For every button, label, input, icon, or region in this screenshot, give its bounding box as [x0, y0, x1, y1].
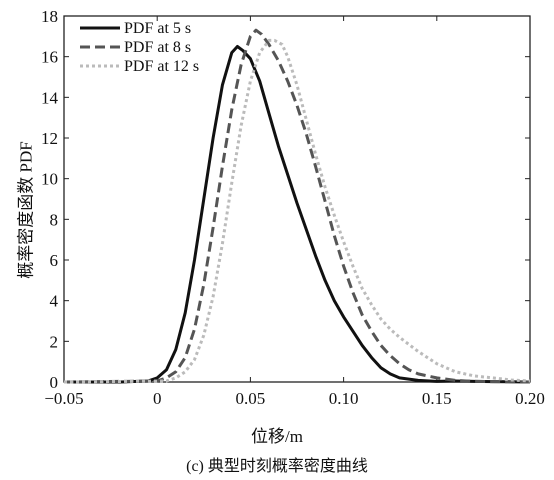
x-axis: −0.05 0 0.05 0.10 0.15 0.20	[44, 16, 545, 408]
x-axis-label: 位移/m	[251, 427, 303, 446]
legend-label-2: PDF at 8 s	[124, 39, 191, 56]
y-tick-label: 10	[41, 170, 58, 189]
y-axis: 0 2 4 6 8 10 12 14 16 18	[41, 7, 530, 392]
legend: PDF at 5 s PDF at 8 s PDF at 12 s	[80, 20, 199, 75]
x-tick-label: 0.15	[422, 389, 452, 408]
x-tick-label: 0.20	[515, 389, 545, 408]
y-tick-label: 16	[41, 48, 58, 67]
legend-label-3: PDF at 12 s	[124, 58, 199, 75]
series-layer	[63, 28, 531, 384]
y-tick-label: 14	[41, 88, 59, 107]
y-tick-label: 0	[50, 373, 59, 392]
legend-label-1: PDF at 5 s	[124, 20, 191, 37]
y-tick-label: 18	[41, 7, 58, 26]
y-tick-label: 4	[50, 292, 59, 311]
series-line-1	[64, 45, 531, 384]
y-axis-label: 概率密度函数 PDF	[16, 141, 36, 279]
x-tick-label: 0.10	[329, 389, 359, 408]
y-tick-label: 8	[50, 210, 59, 229]
x-tick-label: 0.05	[236, 389, 266, 408]
x-tick-label: 0	[153, 389, 162, 408]
figure-caption: (c) 典型时刻概率密度曲线	[186, 458, 368, 475]
x-tick-label: −0.05	[44, 389, 83, 408]
y-tick-label: 2	[50, 332, 59, 351]
y-tick-label: 12	[41, 129, 58, 148]
y-tick-label: 6	[50, 251, 59, 270]
